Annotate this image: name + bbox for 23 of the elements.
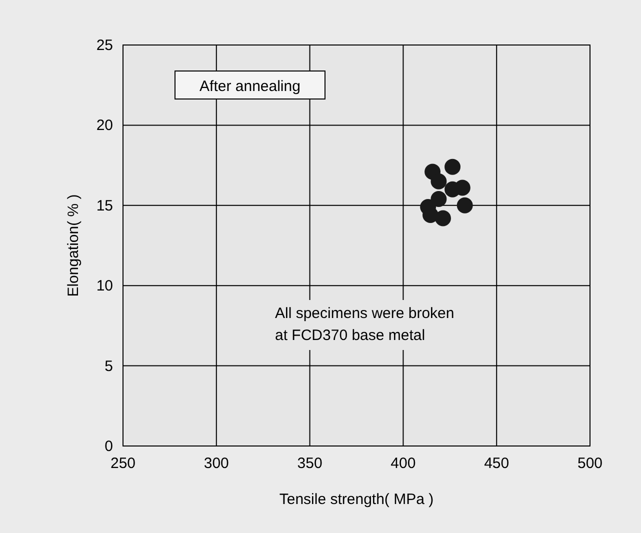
y-tick-label: 5	[104, 358, 113, 375]
y-tick-label: 10	[96, 278, 113, 295]
point	[444, 158, 460, 175]
x-tick-label: 350	[297, 455, 322, 472]
annotation: All specimens were broken at FCD370 base metal	[275, 305, 454, 344]
point	[422, 207, 438, 223]
x-tick-label: 500	[577, 455, 603, 472]
x-axis-title: Tensile strength( MPa )	[279, 491, 434, 508]
y-tick-label: 20	[96, 117, 113, 134]
y-tick-label: 25	[96, 37, 113, 54]
x-tick-label: 300	[204, 455, 229, 472]
point	[435, 210, 451, 226]
point	[456, 197, 473, 214]
annotation: After annealing	[200, 78, 300, 95]
y-axis-title: Elongation( % )	[65, 194, 82, 297]
point	[430, 191, 447, 207]
y-tick-label: 0	[104, 438, 113, 455]
point	[454, 180, 470, 196]
point	[430, 173, 447, 190]
y-tick-label: 15	[96, 197, 113, 214]
x-tick-label: 400	[390, 455, 416, 472]
x-tick-label: 250	[110, 455, 136, 472]
x-tick-label: 450	[484, 455, 510, 472]
